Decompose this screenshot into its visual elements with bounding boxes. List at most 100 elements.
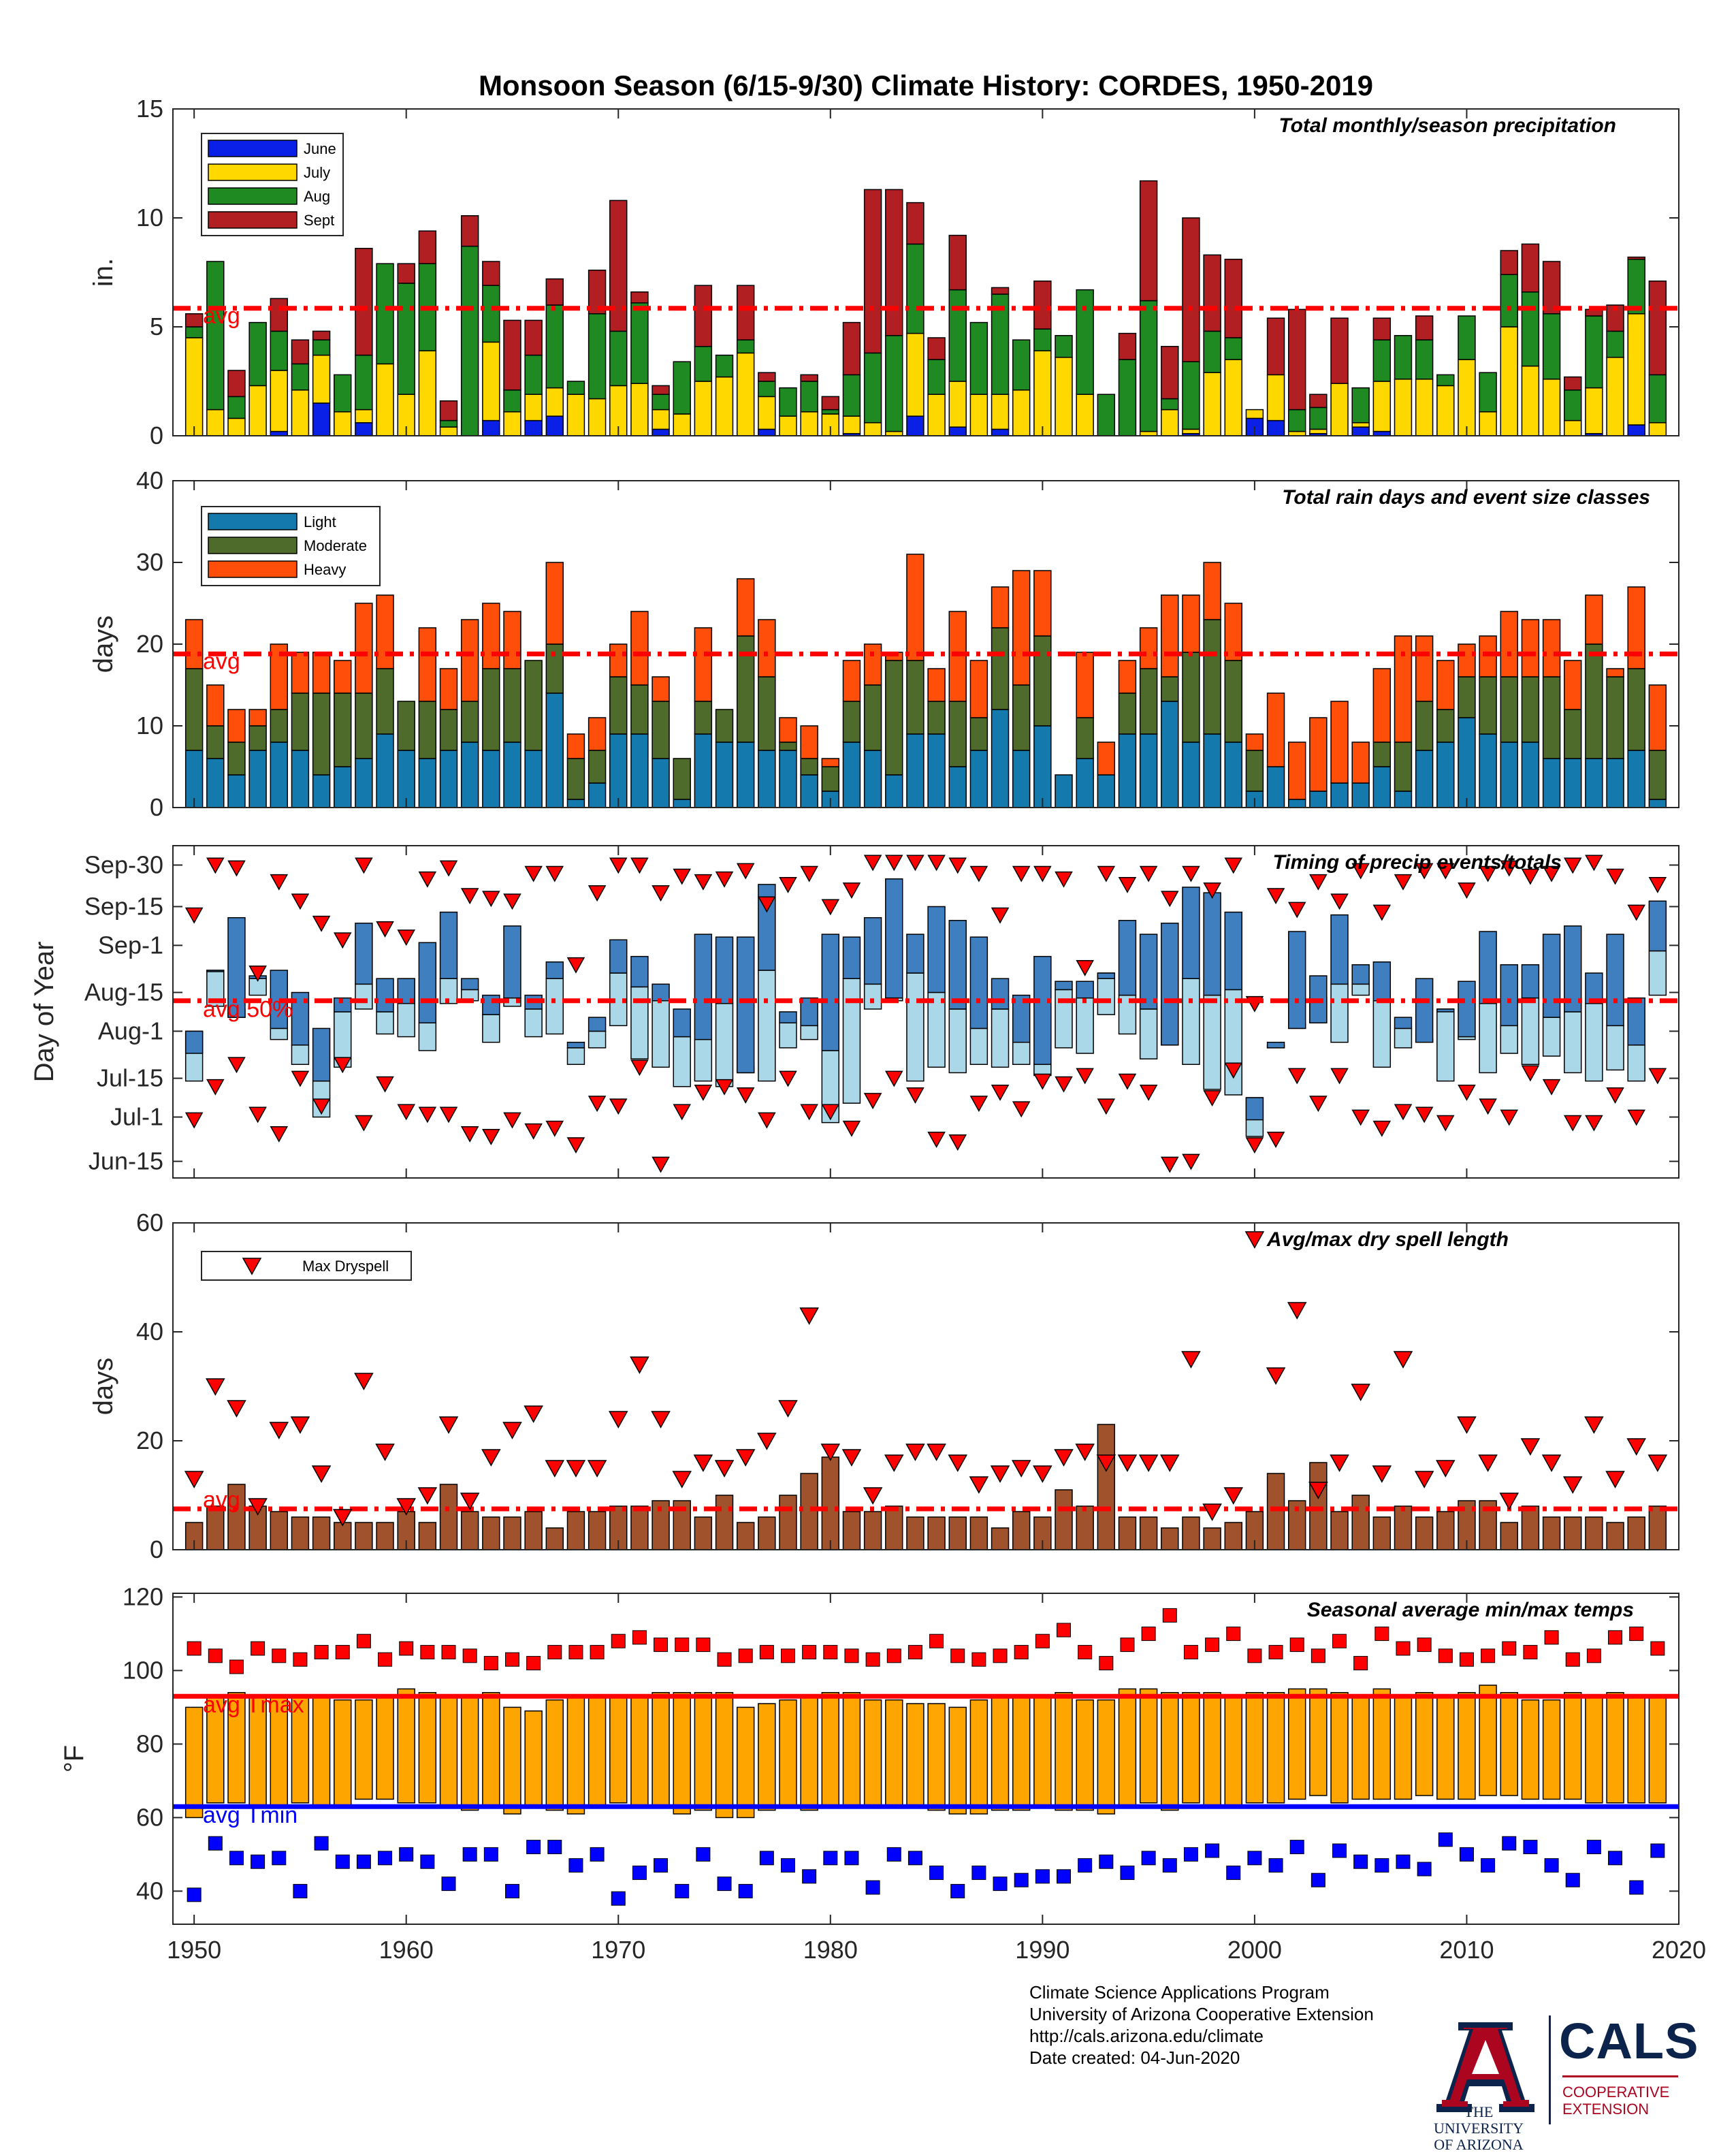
first-event-marker <box>588 1096 607 1113</box>
xtick-label-2010: 2010 <box>1439 1936 1494 1964</box>
precip-bar-june <box>991 428 1010 436</box>
tmin-marker <box>314 1836 329 1851</box>
temp-range-bar <box>1309 1688 1328 1796</box>
panel-4-ytick-label: 0 <box>150 1535 163 1563</box>
precip-bar-sept <box>652 385 670 395</box>
timing-box-lower <box>969 1027 988 1066</box>
tmax-marker <box>1311 1648 1325 1663</box>
panel-3-ytick-label: Jul-15 <box>97 1064 163 1092</box>
panel-1-ytick-label: 5 <box>150 313 163 340</box>
tmin-marker <box>1311 1872 1325 1887</box>
precip-bar-july <box>1351 422 1370 428</box>
temp-range-bar <box>715 1692 734 1819</box>
precip-bar-aug <box>885 335 903 432</box>
panel-2-ytick-label: 40 <box>136 466 163 494</box>
panel-4-title: Avg/max dry spell length <box>1266 1228 1509 1251</box>
raindays-bar-light <box>694 733 713 808</box>
tmax-marker <box>1650 1641 1665 1656</box>
max-dryspell-marker <box>1223 1487 1244 1505</box>
footer-line-date: Date created: 04-Jun-2020 <box>1029 2047 1240 2068</box>
first-event-marker <box>503 1112 521 1129</box>
raindays-bar-light <box>1351 782 1370 808</box>
last-event-marker <box>991 907 1010 924</box>
tmax-marker <box>1459 1652 1474 1667</box>
raindays-bar-moderate <box>1012 684 1031 751</box>
max-dryspell-marker <box>1011 1460 1031 1478</box>
footer-line-program: Climate Science Applications Program <box>1029 1982 1330 2003</box>
first-event-marker <box>884 1070 903 1087</box>
dryspell-avg-bar <box>545 1527 564 1550</box>
tmax-marker <box>1205 1638 1220 1653</box>
raindays-bar-moderate <box>1076 717 1094 759</box>
tmin-marker <box>1459 1847 1474 1862</box>
temp-range-bar <box>906 1703 925 1807</box>
timing-box-upper <box>460 978 479 991</box>
dryspell-avg-bar <box>1182 1516 1200 1550</box>
raindays-bar-heavy <box>1161 594 1179 677</box>
max-dryspell-marker <box>184 1471 204 1488</box>
first-event-marker <box>1245 1137 1264 1154</box>
tmin-marker <box>1332 1843 1347 1858</box>
last-event-marker <box>227 860 246 877</box>
precip-bar-july <box>1479 411 1497 436</box>
precip-bar-aug <box>482 285 500 343</box>
precip-bar-aug <box>1076 289 1094 395</box>
raindays-bar-moderate <box>800 758 818 776</box>
cals-logo: CALS <box>1559 2013 1699 2069</box>
precip-bar-july <box>1245 409 1264 419</box>
tmax-marker <box>420 1644 435 1659</box>
max-dryspell-marker <box>566 1460 586 1478</box>
max-dryspell-marker <box>332 1509 353 1527</box>
raindays-bar-light <box>1139 733 1158 808</box>
footer-line-url[interactable]: http://cals.arizona.edu/climate <box>1029 2026 1264 2046</box>
precip-bar-sept <box>821 396 840 411</box>
raindays-bar-heavy <box>694 627 713 702</box>
panel-3-ytick-label: Sep-30 <box>84 850 163 878</box>
last-event-marker <box>1394 874 1413 891</box>
temp-range-bar <box>1351 1695 1370 1800</box>
precip-bar-july <box>842 415 861 434</box>
raindays-bar-moderate <box>270 709 288 743</box>
panel-temperature: avg Tmax avg Tmin 40 60 80 100 120 °F Seasonal a… <box>59 1582 1706 1964</box>
temp-range-bar <box>460 1695 479 1811</box>
dryspell-avg-bar <box>1097 1424 1116 1550</box>
timing-box-lower <box>1606 1025 1624 1071</box>
tmax-marker <box>1565 1652 1580 1667</box>
timing-box-upper <box>821 934 840 1051</box>
timing-box-upper <box>482 994 500 1015</box>
first-event-marker <box>948 1134 967 1151</box>
figure-title: Monsoon Season (6/15-9/30) Climate Histo… <box>479 69 1373 101</box>
last-event-marker <box>270 874 289 891</box>
tmin-marker <box>971 1865 986 1880</box>
raindays-bar-light <box>1266 766 1285 808</box>
last-event-marker <box>694 874 713 891</box>
raindays-bar-heavy <box>1564 660 1582 710</box>
precip-bar-july <box>312 354 331 404</box>
precip-bar-sept <box>609 200 628 332</box>
last-event-marker <box>1182 865 1200 882</box>
tmax-marker <box>526 1656 541 1671</box>
precip-bar-july <box>439 426 458 436</box>
timing-box-lower <box>1224 989 1242 1096</box>
raindays-bar-moderate <box>184 668 204 751</box>
temp-range-bar <box>291 1695 310 1804</box>
timing-box-lower <box>1203 994 1221 1090</box>
dryspell-avg-bar <box>460 1511 479 1550</box>
max-dryspell-marker <box>1372 1465 1392 1483</box>
precip-bar-aug <box>800 381 818 413</box>
raindays-bar-moderate <box>1182 652 1200 743</box>
tmax-marker <box>356 1633 371 1648</box>
tmin-marker <box>462 1847 477 1862</box>
raindays-bar-light <box>566 799 585 808</box>
timing-box-lower <box>482 1014 500 1043</box>
precip-bar-sept <box>885 189 903 336</box>
max-dryspell-marker <box>1520 1438 1541 1456</box>
raindays-bar-light <box>1055 774 1073 808</box>
raindays-bar-light <box>291 750 310 808</box>
precip-bar-aug <box>1033 328 1052 351</box>
tmin-marker <box>483 1847 498 1862</box>
precip-bar-aug <box>630 302 649 384</box>
temp-range-bar <box>1224 1695 1242 1807</box>
panel-5-ytick-label: 60 <box>136 1803 163 1831</box>
raindays-bar-light <box>1394 791 1413 808</box>
